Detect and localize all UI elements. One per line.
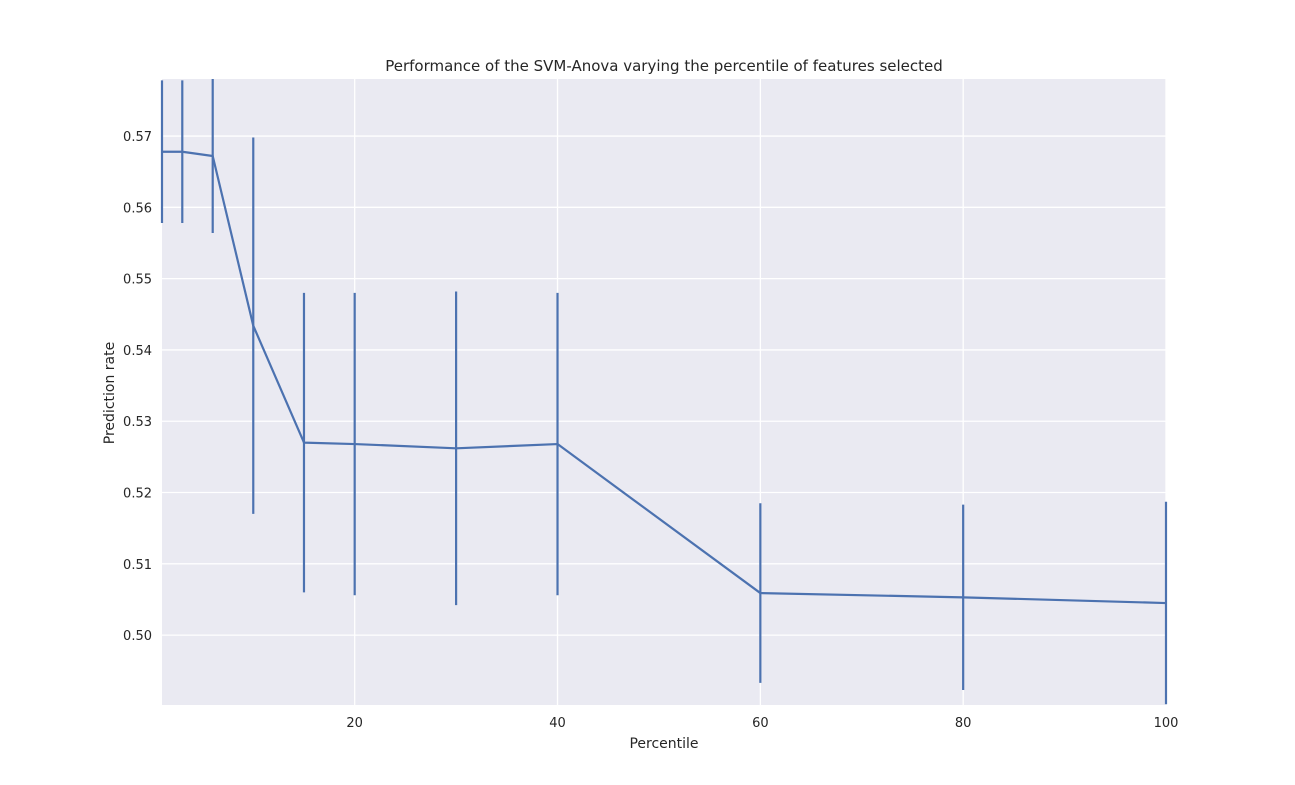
x-tick-label: 80 — [955, 716, 972, 731]
y-axis-label: Prediction rate — [102, 342, 118, 444]
plot-area — [162, 79, 1166, 705]
y-grid — [162, 135, 1166, 636]
y-tick-label: 0.54 — [123, 344, 152, 359]
y-tick-label: 0.51 — [123, 558, 152, 573]
x-tick-labels: 20 40 60 80 100 — [346, 716, 1178, 731]
y-tick-label: 0.56 — [123, 201, 152, 216]
y-tick-label: 0.53 — [123, 415, 152, 430]
x-tick-label: 20 — [346, 716, 363, 731]
y-tick-label: 0.55 — [123, 273, 152, 288]
y-tick-label: 0.57 — [123, 130, 152, 145]
chart-title: Performance of the SVM-Anova varying the… — [385, 57, 943, 75]
x-tick-label: 100 — [1154, 716, 1179, 731]
y-tick-label: 0.50 — [123, 629, 152, 644]
x-axis-label: Percentile — [629, 736, 698, 752]
y-tick-label: 0.52 — [123, 487, 152, 502]
x-tick-label: 60 — [752, 716, 769, 731]
series-layer — [162, 150, 1167, 605]
x-tick-label: 40 — [549, 716, 566, 731]
y-tick-labels: 0.50 0.51 0.52 0.53 0.54 0.55 0.56 0.57 — [123, 130, 152, 644]
series-line — [162, 150, 1167, 605]
